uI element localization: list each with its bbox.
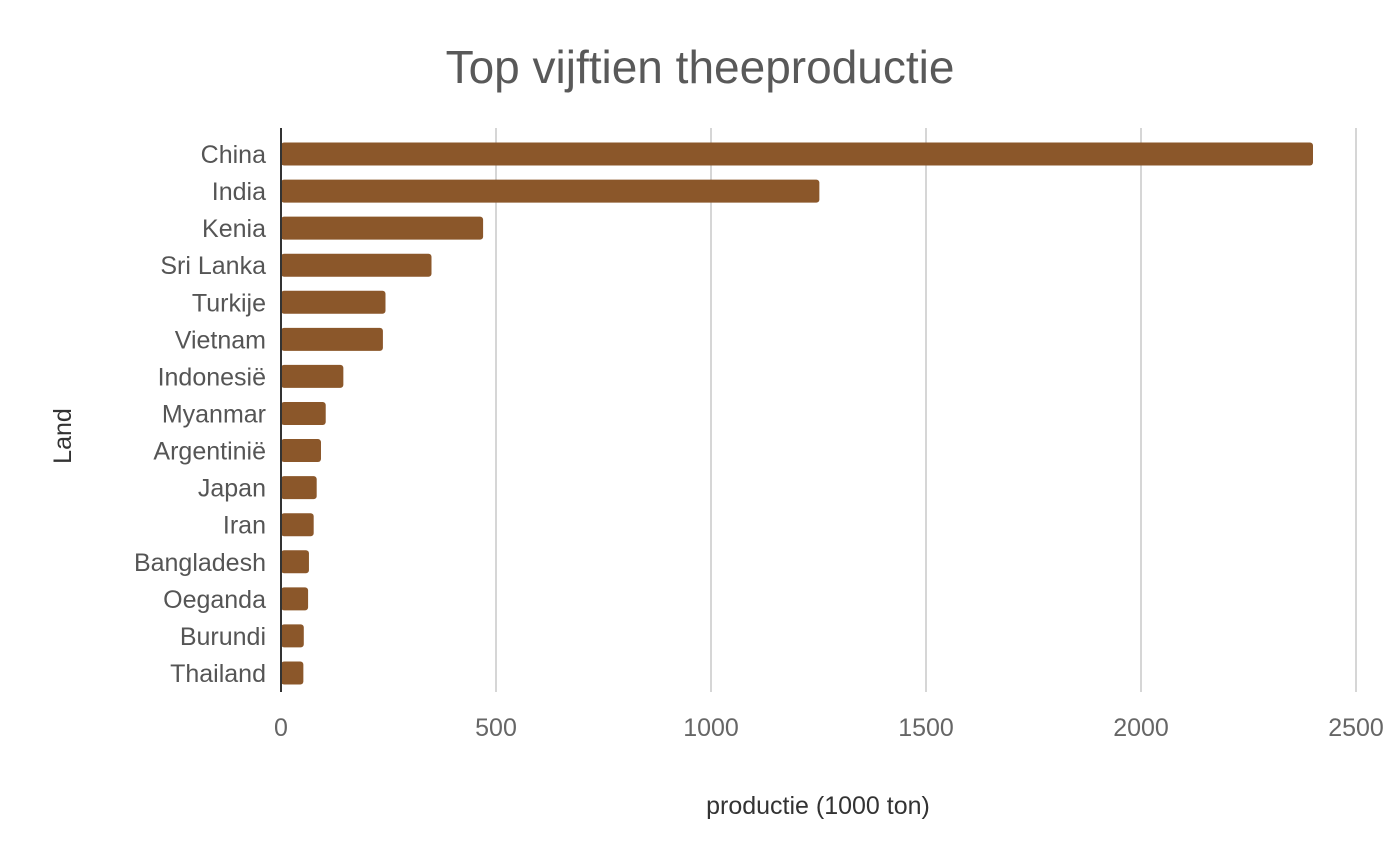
- x-tick-label: 1000: [683, 714, 739, 742]
- x-tick-label: 500: [475, 714, 517, 742]
- x-axis-title: productie (1000 ton): [706, 792, 930, 820]
- category-label: China: [201, 141, 266, 169]
- category-label: Iran: [223, 512, 266, 540]
- category-label: Oeganda: [163, 586, 266, 614]
- category-label: India: [212, 178, 266, 206]
- category-label: Thailand: [170, 660, 266, 688]
- bar: [281, 364, 344, 388]
- bar: [281, 290, 386, 314]
- bar: [281, 401, 326, 425]
- bar: [281, 253, 432, 277]
- bar: [281, 439, 321, 463]
- bar: [281, 179, 820, 203]
- x-tick-label: 1500: [898, 714, 954, 742]
- category-label: Sri Lanka: [160, 252, 266, 280]
- bar: [281, 661, 304, 685]
- category-label: Bangladesh: [134, 549, 266, 577]
- category-label: Indonesië: [158, 363, 266, 391]
- gridlines: [495, 128, 1357, 692]
- chart-title: Top vijftien theeproductie: [445, 41, 955, 93]
- category-labels: China India Kenia Sri Lanka Turkije Vietnam In…: [134, 141, 266, 688]
- category-label: Japan: [198, 475, 266, 503]
- bar: [281, 587, 309, 611]
- x-tick-labels: 0 500 1000 1500 2000 2500: [274, 714, 1384, 742]
- category-label: Kenia: [202, 215, 266, 243]
- x-tick-label: 2500: [1328, 714, 1384, 742]
- category-label: Burundi: [180, 623, 266, 651]
- category-label: Turkije: [192, 289, 266, 317]
- bar: [281, 513, 314, 537]
- x-tick-label: 2000: [1113, 714, 1169, 742]
- bar: [281, 216, 484, 240]
- category-label: Myanmar: [162, 400, 266, 428]
- bar: [281, 327, 383, 351]
- x-tick-label: 0: [274, 714, 288, 742]
- y-axis-title: Land: [49, 408, 77, 464]
- bar: [281, 142, 1313, 166]
- category-label: Argentinië: [153, 438, 266, 466]
- category-label: Vietnam: [175, 326, 266, 354]
- bar: [281, 550, 309, 574]
- bars: [281, 142, 1313, 685]
- bar: [281, 624, 304, 648]
- bar: [281, 476, 317, 500]
